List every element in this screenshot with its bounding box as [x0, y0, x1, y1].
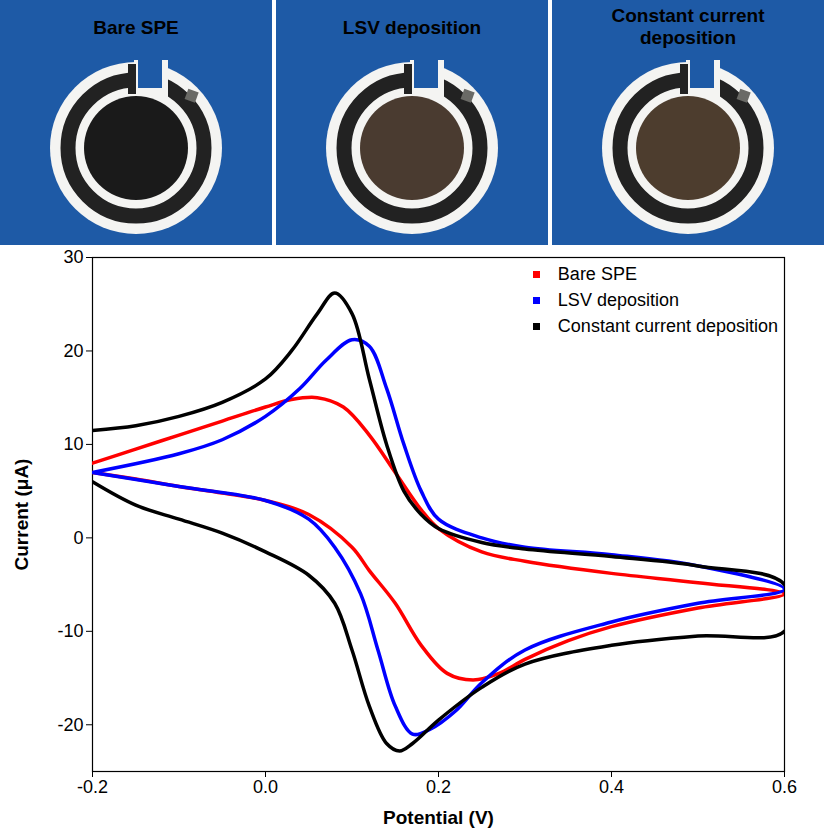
svg-text:-0.2: -0.2	[77, 777, 108, 797]
html-text:Constant current deposition: Constant current deposition	[557, 316, 778, 336]
html-text:Bare SPE: Bare SPE	[557, 264, 637, 284]
svg-text:Current (μA): Current (μA)	[11, 459, 32, 571]
svg-text:Bare SPE: Bare SPE	[93, 17, 179, 38]
svg-text:Constant currentdeposition: Constant currentdeposition	[611, 5, 765, 48]
svg-text:-20: -20	[57, 715, 83, 735]
svg-text:LSV deposition: LSV deposition	[343, 17, 481, 38]
svg-text:20: 20	[63, 341, 83, 361]
svg-text:0.2: 0.2	[426, 777, 451, 797]
svg-text:0.0: 0.0	[253, 777, 278, 797]
svg-text:Potential (V): Potential (V)	[383, 807, 494, 828]
svg-text:0.6: 0.6	[772, 777, 797, 797]
svg-text:0.4: 0.4	[599, 777, 624, 797]
html-text:LSV deposition: LSV deposition	[557, 290, 679, 310]
svg-text:30: 30	[63, 247, 83, 267]
svg-text:-10: -10	[57, 621, 83, 641]
svg-text:10: 10	[63, 434, 83, 454]
svg-text:0: 0	[73, 528, 83, 548]
